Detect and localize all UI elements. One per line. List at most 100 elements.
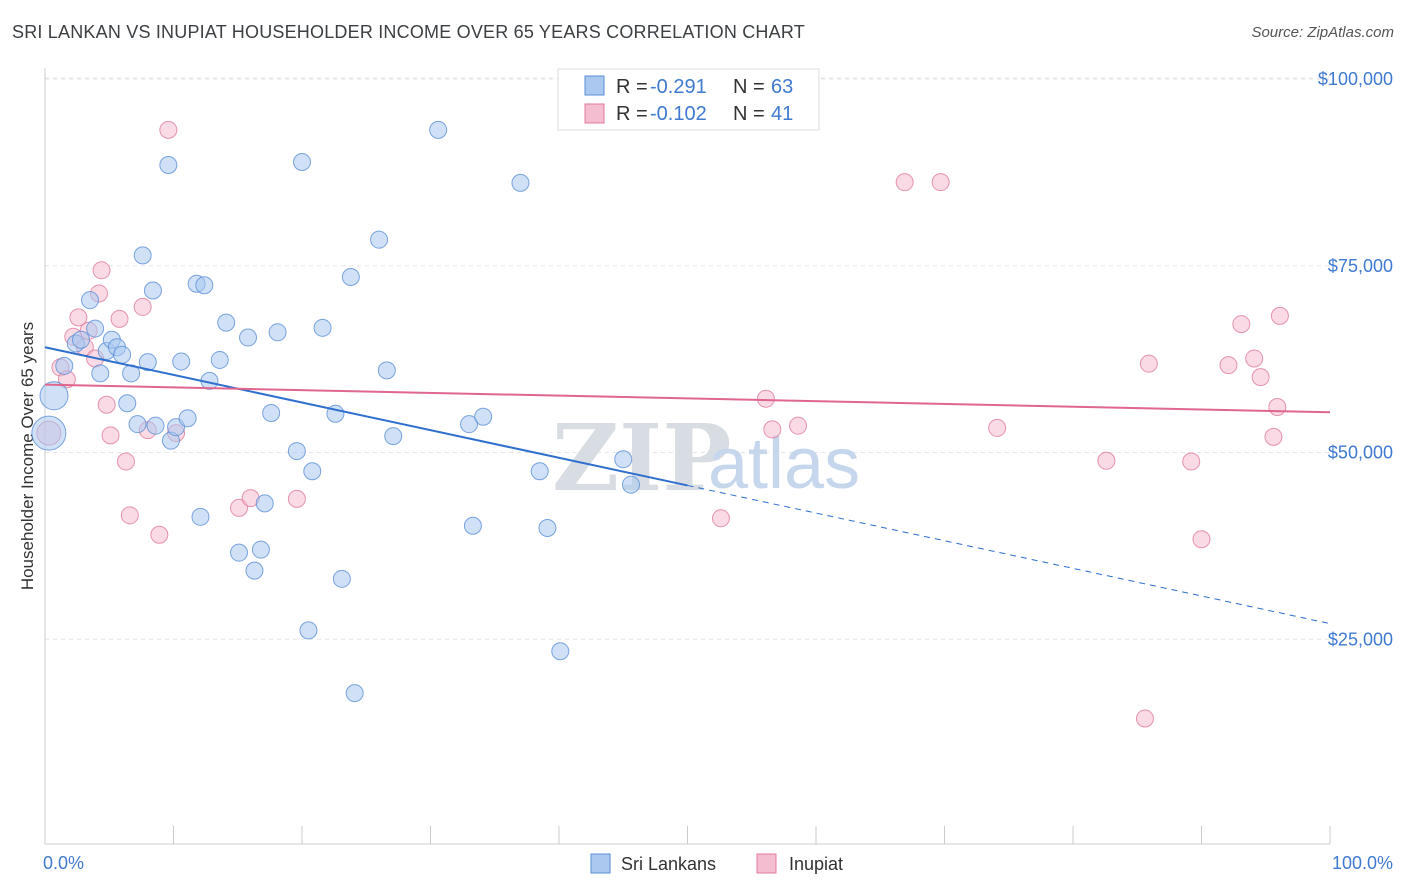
inupiat-trend-line [44, 383, 1331, 414]
watermark-atlas: atlas [708, 424, 860, 504]
sri-lankans-point [191, 507, 210, 526]
sri-lankans-point [143, 281, 162, 300]
inupiat-point [895, 173, 914, 192]
sri-lankans-trend-extension [687, 484, 1331, 625]
legend-r-label-1: R = [616, 76, 648, 98]
inupiat-point [789, 416, 808, 435]
sri-lankans-point [255, 494, 274, 513]
sri-lankans-point [538, 519, 557, 538]
sri-lankans-point [146, 416, 165, 435]
inupiat-point [287, 489, 306, 508]
chart-source: Source: ZipAtlas.com [1251, 24, 1394, 41]
bottom-legend-sri-lankans: Sri Lankans [621, 854, 716, 874]
legend-swatch-inupiat [584, 103, 605, 124]
y-tick-label: $50,000 [1328, 443, 1393, 463]
inupiat-point [97, 395, 116, 414]
inupiat-point [1264, 427, 1283, 446]
inupiat-point [101, 426, 120, 445]
sri-lankans-point [370, 230, 389, 249]
bottom-legend-swatch-sri-lankans [590, 853, 611, 874]
legend-n-value-2: 41 [771, 103, 793, 125]
inupiat-point [1219, 356, 1238, 375]
sri-lankans-point [341, 268, 360, 287]
inupiat-point [988, 418, 1007, 437]
sri-lankans-point [511, 173, 530, 192]
sri-lankans-point [303, 462, 322, 481]
sri-lankans-point [91, 364, 110, 383]
sri-lankans-point [210, 350, 229, 369]
chart-title: SRI LANKAN VS INUPIAT HOUSEHOLDER INCOME… [12, 22, 805, 42]
inupiat-point [1232, 315, 1251, 334]
y-tick-label: $25,000 [1328, 629, 1393, 649]
legend-r-value-2: -0.102 [650, 103, 707, 125]
watermark: ZIP atlas [552, 404, 860, 512]
inupiat-point [711, 509, 730, 528]
bottom-legend-inupiat: Inupiat [789, 854, 843, 874]
legend-n-label-1: N = [733, 76, 765, 98]
inupiat-point [92, 261, 111, 280]
sri-lankans-point [463, 516, 482, 535]
sri-lankans-point [530, 462, 549, 481]
inupiat-point [133, 297, 152, 316]
y-tick-label: $75,000 [1328, 256, 1393, 276]
sri-lankans-point [113, 345, 132, 364]
inupiat-point [230, 498, 249, 517]
bottom-legend: Sri Lankans Inupiat [590, 853, 843, 874]
sri-lankans-points [31, 120, 640, 703]
sri-lankans-point [332, 569, 351, 588]
inupiat-point [1135, 709, 1154, 728]
sri-lankans-point [614, 450, 633, 469]
sri-lankans-point [118, 394, 137, 413]
sri-lankans-point [239, 328, 258, 347]
sri-lankans-point [55, 356, 74, 375]
sri-lankans-point [474, 407, 493, 426]
sri-lankans-point [429, 120, 448, 139]
sri-lankans-point [39, 381, 69, 411]
sri-lankans-point [31, 415, 67, 451]
sri-lankans-point [621, 475, 640, 494]
sri-lankans-point [460, 415, 479, 434]
inupiat-point [1192, 530, 1211, 549]
sri-lankans-point [551, 642, 570, 661]
sri-lankans-point [245, 561, 264, 580]
sri-lankans-point [71, 330, 90, 349]
inupiat-point [931, 173, 950, 192]
inupiat-point [1268, 398, 1287, 417]
sri-lankans-point [86, 319, 105, 338]
sri-lankans-point [159, 155, 178, 174]
sri-lankans-point [217, 313, 236, 332]
sri-lankans-point [172, 352, 191, 371]
y-axis-label: Householder Income Over 65 years [18, 322, 37, 590]
inupiat-point [756, 389, 775, 408]
inupiat-point [110, 309, 129, 328]
axes [44, 68, 1331, 845]
watermark-zip: ZIP [552, 404, 731, 512]
legend-n-value-1: 63 [771, 76, 793, 98]
inupiat-point [150, 525, 169, 544]
inupiat-point [116, 452, 135, 471]
sri-lankans-point [313, 318, 332, 337]
sri-lankans-point [195, 276, 214, 295]
bottom-legend-swatch-inupiat [756, 853, 777, 874]
sri-lankans-point [293, 152, 311, 171]
sri-lankans-point [384, 427, 403, 446]
sri-lankans-point [287, 442, 306, 461]
sri-lankans-point [377, 361, 396, 380]
inupiat-point [1182, 452, 1201, 471]
y-tick-label: $100,000 [1318, 69, 1393, 89]
sri-lankans-point [262, 403, 281, 422]
sri-lankans-point [251, 540, 270, 559]
legend-box: R = -0.291 N = 63 R = -0.102 N = 41 [557, 68, 820, 131]
y-tick-labels: $25,000 $50,000 $75,000 $100,000 [1318, 69, 1393, 649]
sri-lankans-point [138, 353, 157, 372]
x-tick-label-max: 100.0% [1332, 853, 1393, 873]
inupiat-point [1270, 306, 1289, 325]
x-tick-label-min: 0.0% [43, 853, 84, 873]
sri-lankans-trend-line [44, 346, 688, 487]
legend-swatch-sri-lankans [584, 75, 605, 96]
legend-r-value-1: -0.291 [650, 76, 707, 98]
legend-r-label-2: R = [616, 103, 648, 125]
inupiat-point [1097, 451, 1116, 470]
sri-lankans-point [128, 415, 147, 434]
